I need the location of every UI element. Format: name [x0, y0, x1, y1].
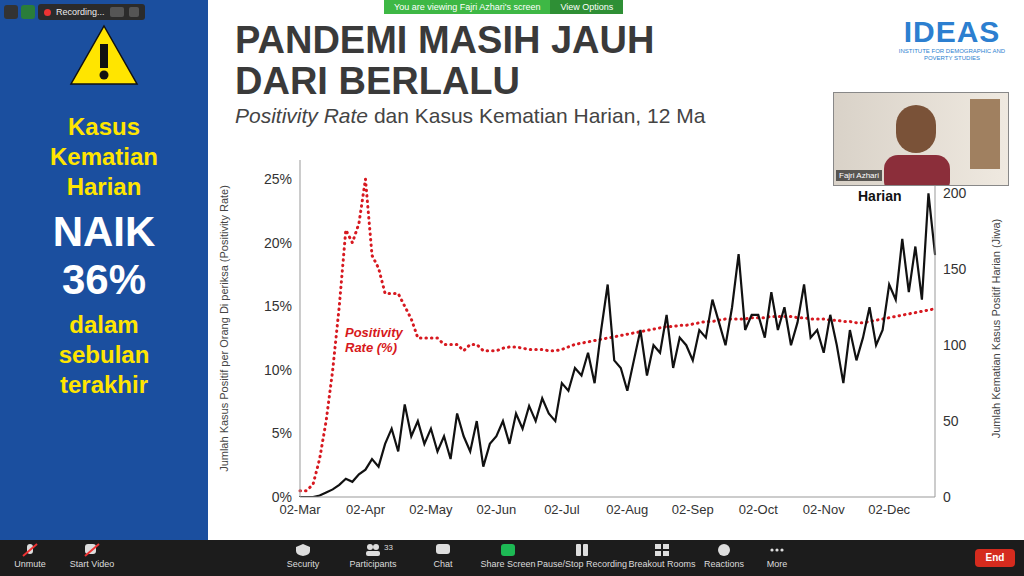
html-text:Security: Security [286, 559, 320, 569]
svg-text:100: 100 [943, 337, 967, 353]
svg-text:10%: 10% [264, 362, 292, 378]
svg-text:25%: 25% [264, 171, 292, 187]
html-text:You are viewing Fajri Azhari's: You are viewing Fajri Azhari's screen [394, 2, 541, 12]
svg-text:02-Nov: 02-Nov [803, 502, 845, 517]
svg-text:150: 150 [943, 261, 967, 277]
svg-text:0: 0 [943, 489, 951, 505]
svg-text:02-Apr: 02-Apr [346, 502, 386, 517]
svg-text:02-Sep: 02-Sep [672, 502, 714, 517]
html-text:Kasus: Kasus [68, 113, 140, 140]
html-text:Harian: Harian [66, 173, 142, 200]
html-text:36%: 36% [62, 256, 146, 303]
svg-text:0%: 0% [272, 489, 292, 505]
html-text:Harian: Harian [858, 188, 902, 204]
html-text:Recording...: Recording... [56, 7, 105, 17]
html-text:Chat: Chat [433, 559, 453, 569]
html-text:View Options: View Options [560, 2, 614, 12]
html-text:Unmute: Unmute [14, 559, 46, 569]
svg-text:20%: 20% [264, 235, 292, 251]
html-text:Positivity Rate (%): Positivity Rate (%) [345, 325, 403, 355]
svg-text:Jumlah Kasus Positif per Orang: Jumlah Kasus Positif per Orang Di periks… [218, 185, 230, 472]
svg-text:02-May: 02-May [409, 502, 453, 517]
svg-text:200: 200 [943, 185, 967, 201]
html-text:dalam: dalam [69, 311, 139, 338]
svg-text:50: 50 [943, 413, 959, 429]
html-text:Positivity Rate dan Kasus Kema: Positivity Rate dan Kasus Kematian Haria… [235, 104, 706, 127]
html-text:Fajri Azhari: Fajri Azhari [839, 171, 879, 180]
html-text:Start Video: Start Video [69, 559, 115, 569]
html-text:Participants: Participants [349, 559, 397, 569]
html-text:IDEAS: IDEAS [903, 15, 1001, 48]
html-text:Reactions: Reactions [704, 559, 744, 569]
html-text:DARI BERLALU: DARI BERLALU [235, 60, 520, 102]
svg-text:02-Jun: 02-Jun [477, 502, 517, 517]
svg-text:02-Dec: 02-Dec [868, 502, 910, 517]
html-text:terakhir: terakhir [60, 371, 148, 398]
html-text:End: End [985, 552, 1005, 563]
svg-text:5%: 5% [272, 425, 292, 441]
html-text:Share Screen Pause/Stop Record: Share Screen Pause/Stop Recording Breako… [480, 559, 696, 569]
svg-text:Jumlah Kematian Kasus Positif: Jumlah Kematian Kasus Positif Harian (Ji… [990, 219, 1002, 438]
svg-text:15%: 15% [264, 298, 292, 314]
svg-text:02-Oct: 02-Oct [739, 502, 778, 517]
html-text:Kematian: Kematian [50, 143, 158, 170]
html-text:33: 33 [384, 543, 393, 552]
svg-text:02-Mar: 02-Mar [279, 502, 321, 518]
html-text:sebulan: sebulan [58, 341, 150, 368]
svg-text:02-Aug: 02-Aug [606, 502, 648, 517]
html-text:PANDEMI MASIH JAUH: PANDEMI MASIH JAUH [235, 19, 655, 61]
html-text:INSTITUTE FOR DEMOGRAPHIC AND: INSTITUTE FOR DEMOGRAPHIC AND POVERTY ST… [898, 48, 1006, 61]
html-text:More: More [766, 559, 788, 569]
html-text:NAIK: NAIK [52, 208, 156, 255]
svg-text:02-Jul: 02-Jul [544, 502, 580, 517]
